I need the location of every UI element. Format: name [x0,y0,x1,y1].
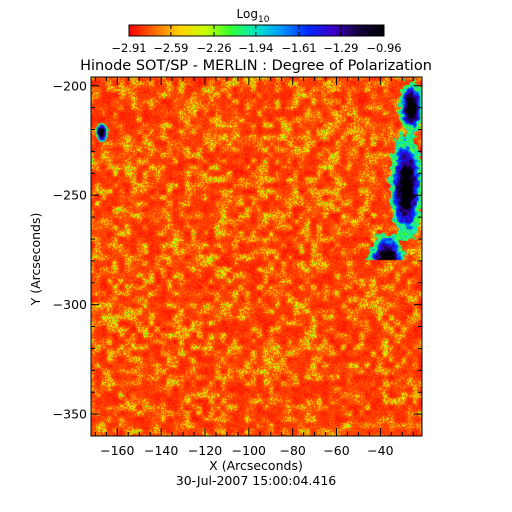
polarization-map [91,77,422,436]
colorbar-tick-label: −2.26 [196,41,231,55]
y-tick-label: −200 [53,78,87,93]
colorbar-tick-label: −2.59 [153,41,188,55]
y-axis-ticks: −200 −250 −300 −350 [53,78,422,437]
colorbar-ticks: −2.91 −2.59 −2.26 −1.94 −1.61 −1.29 −0.96 [111,25,402,55]
x-tick-label: −100 [232,443,266,458]
colorbar-title-sub: 10 [258,15,270,25]
x-tick-label: −140 [144,443,178,458]
chart-title: Hinode SOT/SP - MERLIN : Degree of Polar… [80,58,432,74]
timestamp: 30-Jul-2007 15:00:04.416 [176,473,337,488]
colorbar-gradient [128,24,385,37]
x-tick-label: −40 [367,443,393,458]
x-tick-label: −60 [323,443,349,458]
x-axis-label: X (Arcseconds) [209,458,303,473]
colorbar: Log10 −2.91 −2.59 −2.26 −1.94 −1.61 −1.29 −0.9… [111,7,401,55]
colorbar-tick-label: −2.91 [111,41,146,55]
x-tick-label: −160 [100,443,134,458]
colorbar-title-main: Log [237,7,258,21]
y-tick-label: −350 [53,407,87,422]
y-tick-label: −250 [53,188,87,203]
colorbar-tick-label: −1.61 [281,41,316,55]
y-tick-label: −300 [53,297,87,312]
plot-area [90,76,423,437]
colorbar-tick-label: −1.94 [238,41,273,55]
plot-frame [90,76,423,437]
x-axis-ticks: −160 −140 −120 −100 −80 −60 −40 [94,77,414,458]
colorbar-tick-label: −0.96 [366,41,401,55]
x-tick-label: −120 [188,443,222,458]
colorbar-tick-label: −1.29 [323,41,358,55]
x-tick-label: −80 [279,443,305,458]
colorbar-title: Log10 [237,7,270,25]
y-axis-label: Y (Arcseconds) [28,213,43,307]
colorbar-gradient-bar [128,24,385,37]
